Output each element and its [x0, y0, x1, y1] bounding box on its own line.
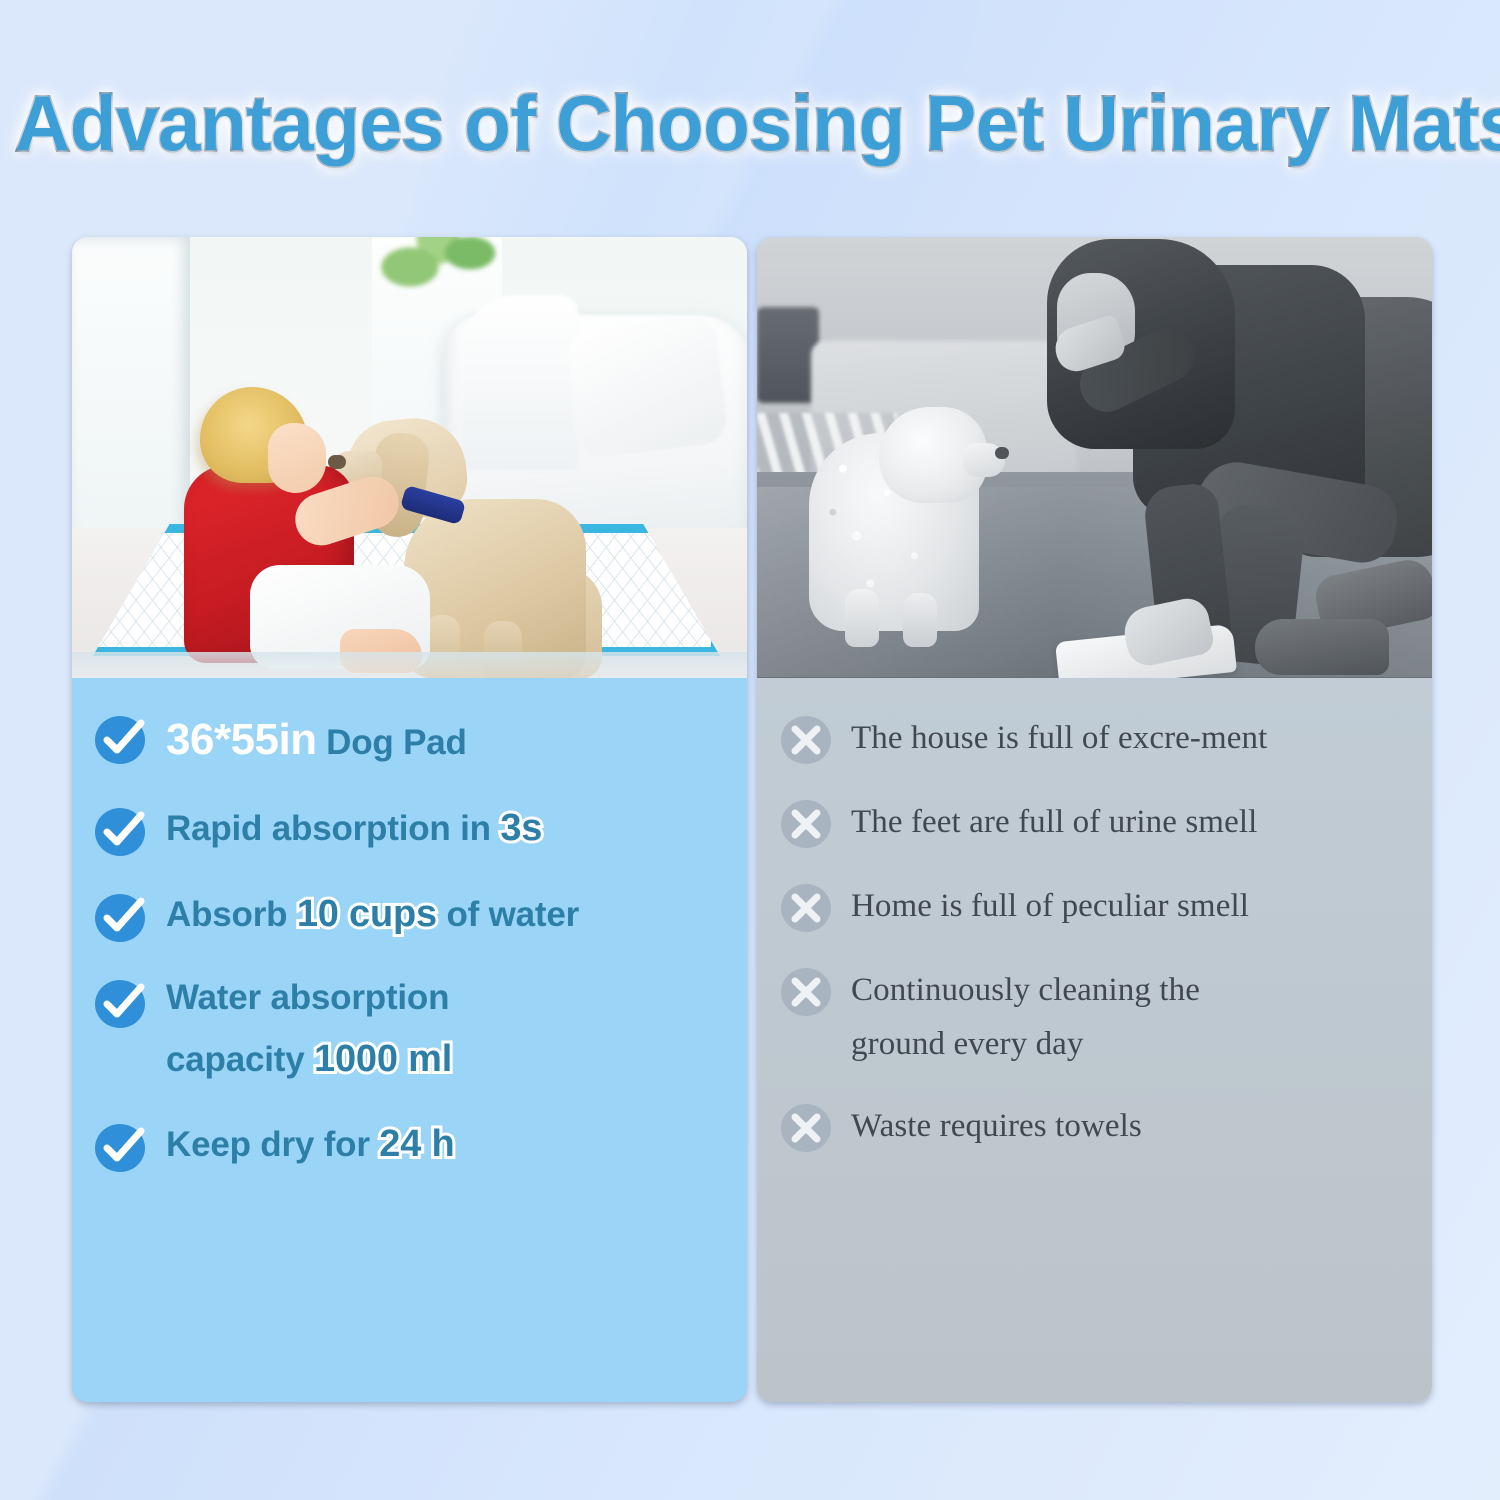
window-left [72, 237, 190, 567]
pros-panel: 36*55in Dog Pad Rapid absorption in 3s A… [72, 237, 747, 1402]
cross-circle-icon [779, 1100, 833, 1154]
list-item: The house is full of excre-ment [757, 708, 1432, 764]
cross-circle-icon [779, 880, 833, 934]
list-item: Continuously cleaning the ground every da… [757, 960, 1432, 1066]
cons-0-line1: The house is full of excre-ment [851, 720, 1268, 756]
pros-3-line2: capacity [166, 1040, 315, 1080]
check-circle-icon [94, 1120, 148, 1174]
cons-2-line1: Home is full of peculiar smell [851, 888, 1249, 924]
cross-circle-icon [779, 796, 833, 850]
white-dog-hind-leg [903, 593, 937, 647]
list-item: The feet are full of urine smell [757, 792, 1432, 848]
list-item-text: Home is full of peculiar smell [851, 876, 1249, 928]
list-item-text: Keep dry for 24 h [166, 1116, 458, 1169]
woman-shoe-front [1255, 619, 1389, 675]
white-dog-nose [995, 447, 1009, 459]
list-item-text: Rapid absorption in 3s [166, 800, 545, 853]
white-dog-front-leg [845, 589, 879, 647]
pros-0-white: 36*55in [166, 715, 317, 764]
sofa-backrest [460, 295, 578, 470]
check-circle-icon [94, 890, 148, 944]
pros-0-text: Dog Pad [316, 723, 467, 762]
list-item: Absorb 10 cups of water [72, 886, 747, 943]
lamp [757, 307, 819, 403]
list-item-text: Water absorption capacity 1000 ml [166, 972, 455, 1083]
cons-3-line2: ground every day [851, 1026, 1084, 1063]
list-item: 36*55in Dog Pad [72, 708, 747, 768]
list-item: Waste requires towels [757, 1096, 1432, 1153]
cons-4-line1: Waste requires towels [851, 1108, 1142, 1145]
cons-list: The house is full of excre-ment The feet… [757, 678, 1432, 1372]
pros-2-text: Absorb [166, 895, 297, 935]
boy-face [268, 423, 326, 493]
list-item: Rapid absorption in 3s [72, 800, 747, 857]
cons-3-line1: Continuously cleaning the [851, 972, 1200, 1008]
cons-1-line1: The feet are full of urine smell [851, 804, 1258, 840]
cons-photo [757, 237, 1432, 678]
cross-circle-icon [779, 964, 833, 1018]
list-item-text: Continuously cleaning the ground every da… [851, 960, 1200, 1066]
pros-4-highlight: 24 h [376, 1120, 457, 1168]
pros-1-highlight: 3s [497, 804, 545, 852]
pros-3-text: Water absorption [166, 978, 450, 1018]
floor-reflection [72, 652, 747, 678]
pros-photo [72, 237, 747, 678]
pros-3-highlight: 1000 ml [311, 1035, 455, 1083]
list-item-text: Waste requires towels [851, 1096, 1142, 1148]
list-item-text: The house is full of excre-ment [851, 708, 1267, 760]
check-circle-icon [94, 976, 148, 1030]
list-item: Home is full of peculiar smell [757, 876, 1432, 932]
pros-1-text: Rapid absorption in [166, 809, 501, 849]
sofa-pillow [564, 314, 730, 460]
puppy-nose [328, 455, 346, 469]
list-item: Water absorption capacity 1000 ml [72, 972, 747, 1083]
list-item-text: Absorb 10 cups of water [166, 886, 579, 939]
list-item-text: The feet are full of urine smell [851, 792, 1257, 844]
page-title: Advantages of Choosing Pet Urinary Mats [14, 78, 1500, 169]
list-item: Keep dry for 24 h [72, 1116, 747, 1172]
pros-2-highlight: 10 cups [294, 890, 440, 938]
pros-list: 36*55in Dog Pad Rapid absorption in 3s A… [72, 678, 747, 1372]
list-item-text: 36*55in Dog Pad [166, 708, 467, 768]
cons-panel: The house is full of excre-ment The feet… [757, 237, 1432, 1402]
cross-circle-icon [779, 712, 833, 766]
check-circle-icon [94, 712, 148, 766]
pros-2-tail: of water [436, 895, 580, 935]
pros-4-text: Keep dry for [166, 1124, 380, 1164]
check-circle-icon [94, 804, 148, 858]
